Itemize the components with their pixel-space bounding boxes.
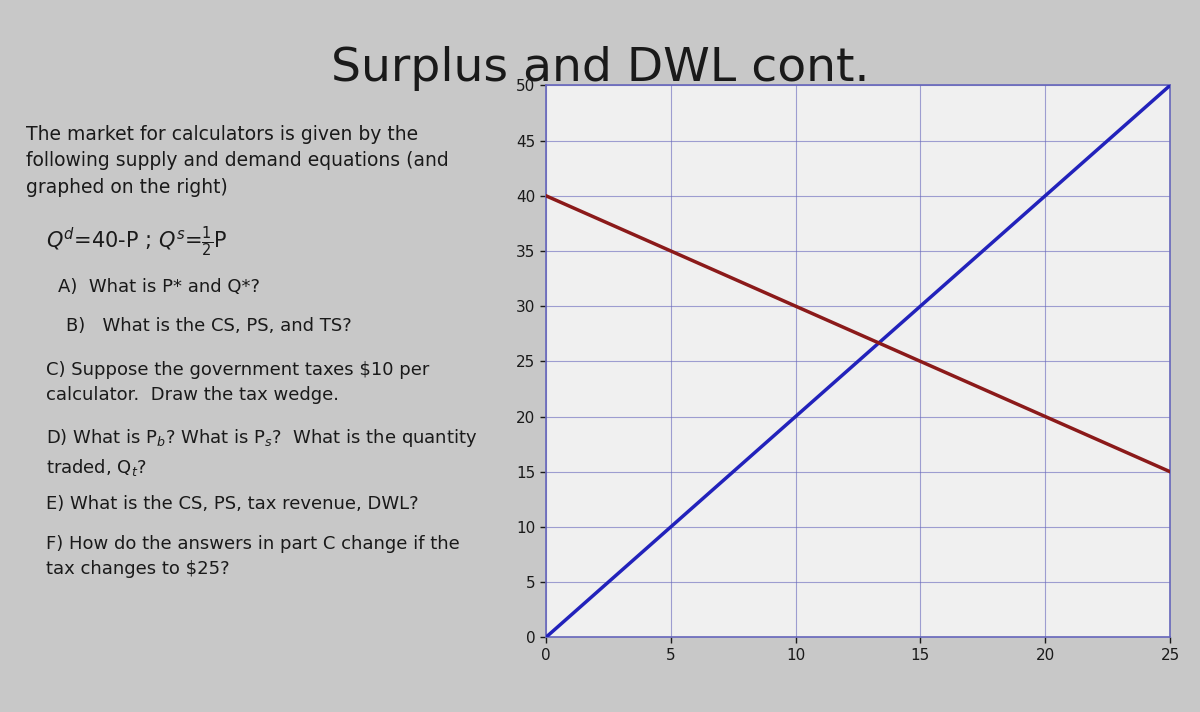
Text: B)   What is the CS, PS, and TS?: B) What is the CS, PS, and TS?	[66, 317, 352, 335]
Text: C) Suppose the government taxes $10 per
calculator.  Draw the tax wedge.: C) Suppose the government taxes $10 per …	[46, 361, 428, 404]
Text: F) How do the answers in part C change if the
tax changes to $25?: F) How do the answers in part C change i…	[46, 535, 460, 578]
Text: $Q^d$=40-P ; $Q^s$=$\frac{1}{2}$P: $Q^d$=40-P ; $Q^s$=$\frac{1}{2}$P	[46, 224, 227, 258]
Text: E) What is the CS, PS, tax revenue, DWL?: E) What is the CS, PS, tax revenue, DWL?	[46, 495, 419, 513]
Text: The market for calculators is given by the
following supply and demand equations: The market for calculators is given by t…	[26, 125, 449, 197]
Text: A)  What is P* and Q*?: A) What is P* and Q*?	[58, 278, 259, 295]
Text: D) What is P$_b$? What is P$_s$?  What is the quantity
traded, Q$_t$?: D) What is P$_b$? What is P$_s$? What is…	[46, 427, 478, 478]
Text: Surplus and DWL cont.: Surplus and DWL cont.	[331, 46, 869, 91]
